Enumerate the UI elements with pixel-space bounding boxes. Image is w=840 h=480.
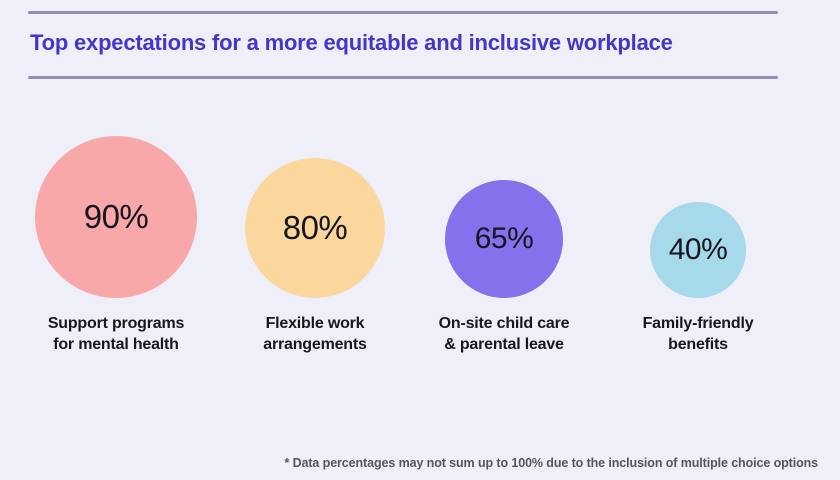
bubble-value: 65%: [474, 222, 534, 255]
bubble-label-line2: for mental health: [53, 336, 179, 353]
data-disclaimer-footnote: * Data percentages may not sum up to 100…: [284, 456, 818, 470]
bubble-label: Support programs for mental health: [47, 313, 185, 355]
bubble-value: 80%: [282, 209, 348, 246]
bubble-circle-40: 40%: [650, 202, 746, 298]
chart-title: Top expectations for a more equitable an…: [30, 30, 673, 55]
bubble-circle-90: 90%: [35, 136, 197, 298]
bubble-circle-65: 65%: [445, 180, 563, 298]
bubble-label: On-site child care & parental leave: [439, 313, 570, 355]
bubble-label: Flexible work arrangements: [263, 313, 367, 355]
bubble-label-line1: Support programs: [47, 315, 185, 332]
bubble-group-flexible-work: 80% Flexible work arrangements: [215, 158, 415, 355]
bubble-label-line2: arrangements: [263, 336, 367, 353]
bubble-circle-80: 80%: [245, 158, 385, 298]
top-divider: [28, 11, 778, 14]
bubble-label-line2: & parental leave: [444, 336, 564, 353]
bubble-label-line1: Family-friendly: [642, 315, 754, 332]
bubble-label-line1: On-site child care: [438, 315, 570, 332]
bubble-group-support-programs: 90% Support programs for mental health: [16, 136, 216, 355]
bubble-group-child-care: 65% On-site child care & parental leave: [404, 180, 604, 355]
bubble-value: 40%: [668, 233, 728, 266]
bubble-label-line1: Flexible work: [265, 315, 365, 332]
bubble-label: Family-friendly benefits: [643, 313, 754, 355]
bubble-label-line2: benefits: [668, 336, 728, 353]
bubble-group-family-friendly: 40% Family-friendly benefits: [598, 202, 798, 355]
title-divider: [28, 76, 778, 79]
bubble-value: 90%: [83, 198, 149, 235]
